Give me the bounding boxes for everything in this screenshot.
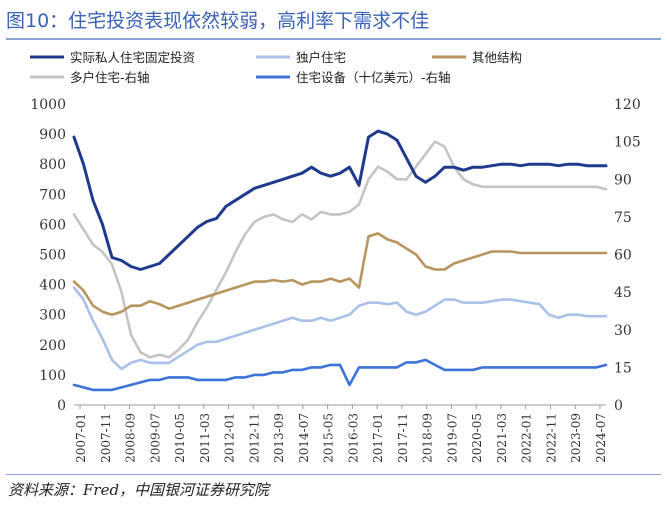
x-tick-label: 2021-03 — [495, 413, 509, 463]
x-tick-label: 2012-11 — [247, 413, 261, 463]
series-line-1 — [72, 286, 608, 371]
y-left-tick-label: 100 — [39, 368, 66, 384]
chart-title: 图10：住宅投资表现依然较弱，高利率下需求不佳 — [6, 10, 430, 32]
y-left-tick-label: 600 — [39, 217, 66, 233]
x-tick-label: 2011-03 — [198, 413, 212, 463]
series-line-4 — [72, 358, 608, 392]
y-right-tick-label: 15 — [614, 360, 632, 376]
x-tick-label: 2007-01 — [74, 413, 88, 463]
x-tick-label: 2010-05 — [173, 413, 187, 463]
y-left-tick-label: 1000 — [30, 97, 66, 113]
x-tick-label: 2012-01 — [223, 413, 237, 463]
x-tick-label: 2023-09 — [569, 413, 583, 463]
y-right-tick-label: 75 — [614, 210, 632, 226]
y-left-tick-label: 900 — [39, 127, 66, 143]
x-tick-label: 2022-01 — [520, 413, 534, 463]
series-lines — [72, 129, 608, 392]
top-rule — [6, 38, 661, 40]
y-left-tick-label: 500 — [39, 248, 66, 264]
series-line-3 — [72, 140, 608, 359]
bottom-rule — [6, 474, 661, 475]
y-right-tick-label: 45 — [614, 285, 632, 301]
legend-label-3: 多户住宅-右轴 — [70, 70, 150, 85]
y-right-tick-label: 90 — [614, 172, 632, 188]
x-tick-label: 2014-07 — [297, 413, 311, 463]
x-tick-label: 2018-09 — [421, 413, 435, 463]
x-tick-label: 2017-11 — [396, 413, 410, 463]
x-tick-label: 2009-07 — [148, 413, 162, 463]
x-tick-label: 2008-09 — [124, 413, 138, 463]
x-tick-label: 2015-05 — [322, 413, 336, 463]
y-left-tick-label: 700 — [39, 187, 66, 203]
legend-label-1: 独户住宅 — [296, 50, 346, 65]
series-line-0 — [72, 129, 608, 271]
x-tick-label: 2007-11 — [99, 413, 113, 463]
x-tick-label: 2016-03 — [346, 413, 360, 463]
y-right-tick-label: 60 — [614, 248, 632, 264]
legend-label-0: 实际私人住宅固定投资 — [70, 50, 195, 65]
y-left-tick-label: 300 — [39, 308, 66, 324]
source-note: 资料来源：Fred，中国银河证券研究院 — [8, 481, 270, 499]
y-left-tick-label: 200 — [39, 338, 66, 354]
axes: 0 100 200 300 400 500 600 700 800 900 1000 0 15 30 45 6… — [30, 97, 640, 463]
y-left-tick-label: 800 — [39, 157, 66, 173]
y-right-tick-label: 120 — [614, 97, 641, 113]
x-tick-label: 2022-11 — [544, 413, 558, 463]
y-left-tick-label: 400 — [39, 278, 66, 294]
series-line-2 — [72, 232, 608, 316]
y-right-tick-label: 30 — [614, 323, 632, 339]
legend-label-2: 其他结构 — [472, 50, 522, 65]
legend-label-4: 住宅设备（十亿美元）-右轴 — [296, 70, 451, 85]
x-tick-label: 2019-07 — [445, 413, 459, 463]
y-right-tick-label: 105 — [614, 135, 641, 151]
x-tick-label: 2017-01 — [371, 413, 385, 463]
y-right-tick-label: 0 — [614, 398, 623, 414]
x-tick-label: 2020-05 — [470, 413, 484, 463]
x-tick-label: 2024-07 — [594, 413, 608, 463]
y-left-tick-label: 0 — [57, 398, 66, 414]
x-tick-label: 2013-09 — [272, 413, 286, 463]
